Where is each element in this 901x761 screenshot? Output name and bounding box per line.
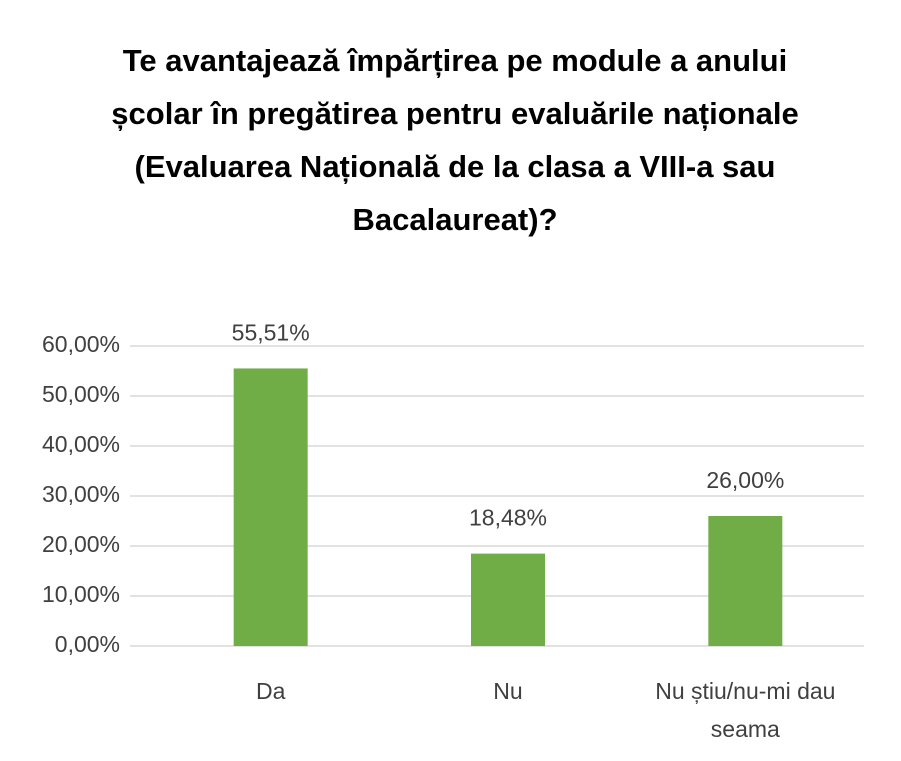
y-tick-label: 30,00% [42,481,120,507]
chart-title: Te avantajează împărțirea pe module a an… [111,43,799,237]
bar [708,516,783,646]
x-tick-label: Nu [493,678,523,704]
value-label: 26,00% [706,467,784,493]
y-tick-label: 10,00% [42,581,120,607]
y-tick-label: 40,00% [42,431,120,457]
y-tick-label: 20,00% [42,531,120,557]
x-tick-label: Da [255,678,286,704]
y-tick-label: 50,00% [42,381,120,407]
bar [471,553,545,646]
value-label: 18,48% [469,505,547,531]
bar [233,368,308,646]
y-tick-label: 60,00% [42,331,120,357]
x-tick-label: Nu știu/nu-mi dau seama [655,678,836,742]
value-label: 55,51% [232,320,310,346]
y-tick-label: 0,00% [55,631,120,657]
